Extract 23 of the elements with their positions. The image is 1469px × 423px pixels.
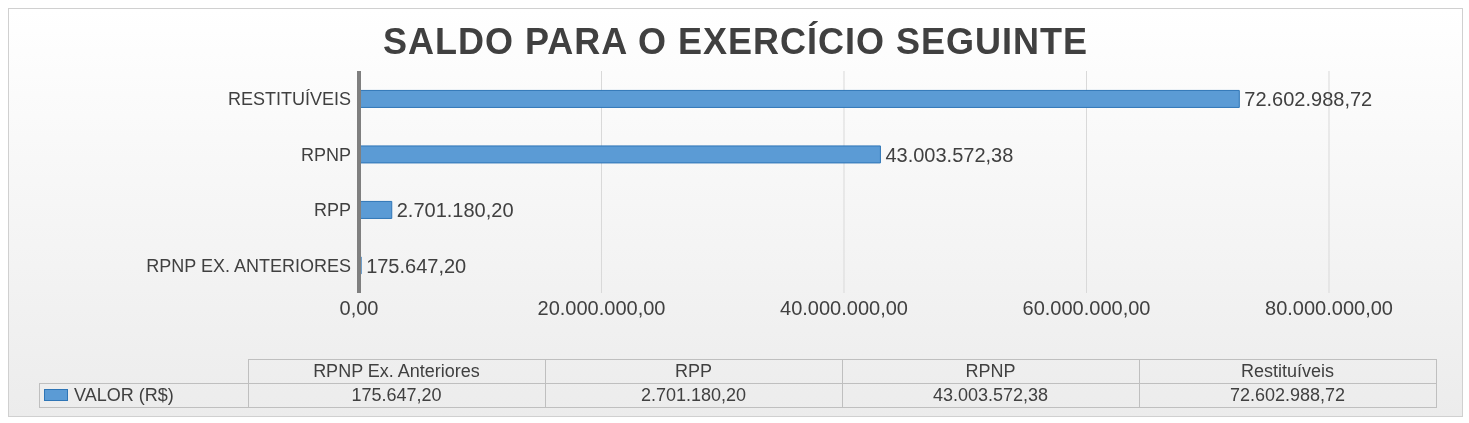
x-tick-label: 40.000.000,00 [780, 297, 908, 320]
text: 175.647,20 [351, 385, 442, 405]
data-label: 72.602.988,72 [1244, 88, 1373, 111]
x-tick-label: 20.000.000,00 [537, 297, 666, 320]
y-tick-label: RPNP [300, 144, 351, 165]
data-label: 175.647,20 [366, 254, 467, 277]
data-label: 43.003.572,38 [885, 143, 1014, 166]
data-label: 2.701.180,20 [396, 199, 514, 222]
y-tick-label: RPNP EX. ANTERIORES [146, 255, 351, 276]
y-tick-label: RPP [313, 200, 351, 221]
text: Restituíveis [1139, 359, 1436, 384]
x-tick-label: 0,00 [339, 297, 379, 320]
y-tick-label: RESTITUÍVEIS [227, 89, 351, 110]
text: 43.003.572,38 [932, 385, 1049, 405]
chart-title: SALDO PARA O EXERCÍCIO SEGUINTE [381, 20, 1090, 63]
text: RPNP [842, 359, 1139, 384]
text: RPP [545, 359, 842, 384]
text: 72.602.988,72 [1229, 385, 1346, 405]
text: RPNP Ex. Anteriores [248, 359, 545, 384]
x-tick-label: 60.000.000,00 [1022, 297, 1151, 320]
text: 2.701.180,20 [640, 385, 747, 405]
legend-label: VALOR (R$) [39, 383, 248, 408]
x-tick-label: 80.000.000,00 [1265, 297, 1393, 320]
